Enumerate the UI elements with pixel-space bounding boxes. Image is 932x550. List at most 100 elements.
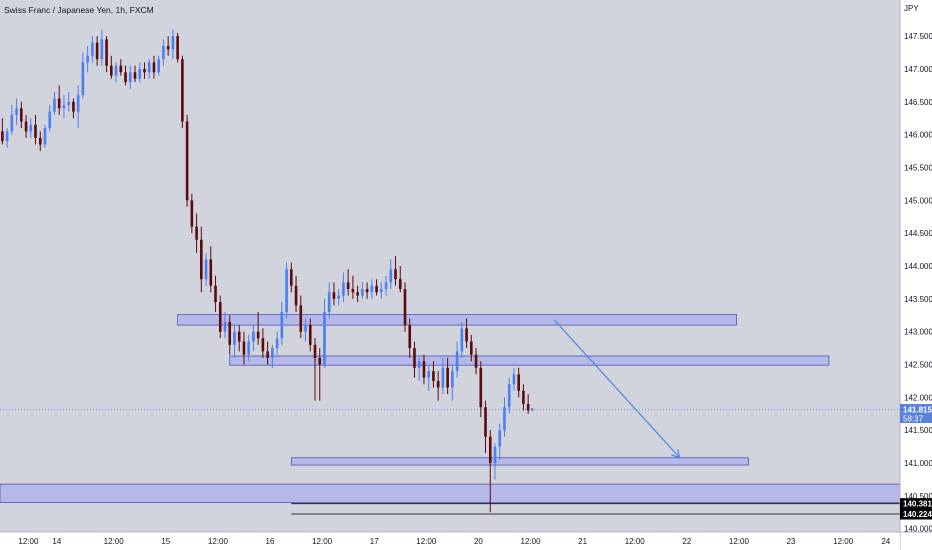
time-tick-label: 21 — [578, 537, 587, 546]
candle — [398, 266, 402, 293]
projection-arrow[interactable] — [553, 319, 681, 459]
candle — [228, 315, 232, 355]
candle-body — [237, 331, 241, 342]
arrow-head — [671, 448, 681, 459]
price-tick-label: 145.000 — [904, 196, 932, 205]
candle-body — [105, 39, 108, 66]
candle — [247, 334, 250, 362]
time-tick-label: 15 — [161, 537, 170, 546]
price-tick-label: 141.500 — [904, 426, 932, 435]
candle-body — [398, 279, 402, 289]
candle-body — [375, 285, 378, 293]
current-price-tag: 141.815 58:37 — [900, 404, 932, 424]
candle-body — [91, 42, 94, 56]
candle-body — [441, 367, 445, 388]
candle — [526, 394, 530, 414]
candle-body — [171, 36, 175, 50]
supply-demand-zone[interactable] — [290, 457, 749, 466]
candle — [266, 341, 269, 365]
candle — [308, 318, 312, 352]
time-tick-label: 17 — [370, 537, 379, 546]
candle — [81, 52, 85, 99]
candle — [432, 361, 435, 388]
candle-body — [526, 403, 530, 411]
price-tick-label: 144.500 — [904, 229, 932, 238]
candle — [488, 430, 492, 513]
candle-body — [337, 295, 340, 299]
candle — [114, 62, 118, 83]
price-axis[interactable]: JPY 147.500147.000146.500146.000145.5001… — [899, 0, 932, 550]
candle-body — [498, 430, 502, 447]
chart-title: Swiss Franc / Japanese Yen, 1h, FXCM — [4, 5, 154, 15]
candle-body — [200, 239, 203, 280]
candle — [422, 354, 426, 385]
candle — [200, 226, 203, 293]
candle-body — [294, 285, 298, 306]
candle-body — [470, 341, 473, 355]
last-price-marker — [530, 408, 534, 411]
candle — [53, 91, 56, 115]
candle-body — [128, 72, 132, 83]
candle-body — [479, 367, 483, 408]
candle — [332, 282, 336, 306]
candle-body — [119, 65, 123, 73]
candle-body — [133, 72, 137, 79]
candle-body — [271, 348, 274, 358]
price-tick-label: 143.500 — [904, 295, 932, 304]
candle-body — [380, 288, 383, 293]
candle-body — [228, 321, 232, 345]
plot-background — [0, 0, 900, 532]
candles-layer — [1, 29, 534, 513]
supply-demand-zone[interactable] — [0, 483, 901, 503]
candle — [427, 364, 430, 391]
time-tick-label: 23 — [787, 537, 796, 546]
candle-body — [261, 338, 265, 352]
candle — [460, 321, 464, 358]
candle — [171, 29, 175, 60]
candle — [237, 325, 241, 352]
candle — [342, 272, 345, 303]
candle-body — [356, 292, 359, 296]
candle — [294, 275, 298, 312]
candle-body — [512, 374, 516, 385]
candle — [512, 367, 516, 391]
candle — [503, 397, 506, 437]
candle-body — [233, 331, 236, 345]
candle — [242, 331, 246, 365]
time-tick-label: 22 — [682, 537, 691, 546]
candle — [209, 246, 213, 293]
candle — [484, 400, 487, 454]
candle — [256, 311, 260, 345]
candle-body — [517, 374, 520, 391]
candle — [100, 29, 104, 66]
candle-body — [280, 311, 284, 339]
supply-demand-zone[interactable] — [177, 314, 737, 326]
candle — [252, 325, 255, 352]
candle — [380, 282, 383, 299]
candle-body — [247, 341, 250, 355]
level-tag-value: 140.224 — [903, 510, 932, 519]
candle — [479, 361, 483, 418]
time-axis[interactable]: 12:00 14 12:00 15 12:00 16 12:00 17 12:00 20 12:00… — [0, 531, 932, 550]
candle — [441, 357, 445, 395]
levels-layer — [291, 503, 900, 515]
candle — [337, 288, 340, 306]
candle — [522, 384, 525, 411]
candle-body — [313, 344, 317, 358]
candle — [413, 341, 416, 378]
candle — [223, 311, 227, 339]
candle — [275, 331, 279, 355]
time-tick-label: 14 — [52, 537, 61, 546]
supply-demand-zone[interactable] — [229, 355, 830, 366]
candle-body — [176, 36, 179, 60]
candle-body — [29, 124, 33, 132]
plot-area[interactable]: Swiss Franc / Japanese Yen, 1h, FXCM — [0, 0, 901, 532]
candle — [218, 295, 222, 339]
candle-body — [332, 292, 336, 299]
price-axis-background — [900, 0, 932, 550]
time-tick-label: 12:00 — [208, 537, 229, 546]
candle — [5, 128, 9, 148]
candle — [86, 45, 89, 73]
